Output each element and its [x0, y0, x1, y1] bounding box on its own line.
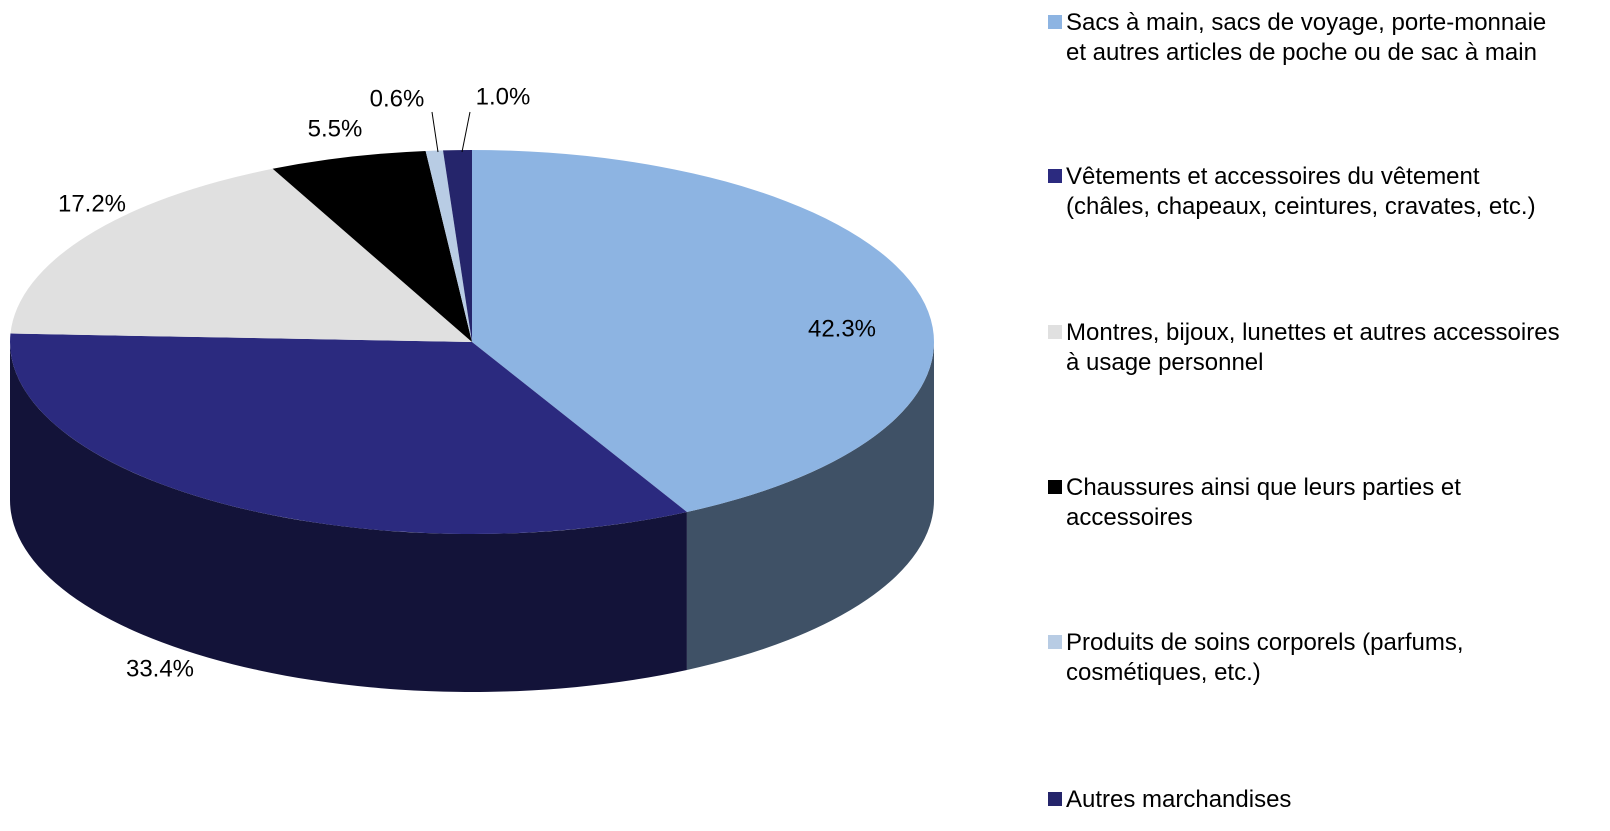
- legend-label: Autres marchandises: [1066, 786, 1292, 813]
- pie-slice-side: [686, 342, 934, 670]
- legend-label: Chaussures ainsi que leurs parties et ac…: [1066, 474, 1461, 531]
- pie-slice-side: [10, 342, 687, 692]
- legend-item: Sacs à main, sacs de voyage, porte-monna…: [1048, 8, 1568, 68]
- leader-line: [431, 111, 439, 153]
- data-label: 0.6%: [370, 85, 425, 112]
- legend-label: Produits de soins corporels (parfums, co…: [1066, 629, 1464, 686]
- data-label: 42.3%: [808, 315, 876, 342]
- legend-swatch: [1048, 635, 1062, 649]
- data-label: 33.4%: [126, 655, 194, 682]
- leader-line: [461, 111, 471, 153]
- legend-item: Vêtements et accessoires du vêtement (ch…: [1048, 162, 1568, 222]
- chart: 42.3% 33.4% 17.2% 5.5% 0.6% 1.0%: [9, 83, 935, 692]
- legend-item: Produits de soins corporels (parfums, co…: [1048, 628, 1568, 688]
- data-label: 17.2%: [58, 190, 126, 217]
- legend-label: Vêtements et accessoires du vêtement (ch…: [1066, 163, 1536, 220]
- data-label: 1.0%: [476, 83, 531, 110]
- pie-slice: [472, 150, 935, 512]
- legend-swatch: [1048, 15, 1062, 29]
- legend-item: Autres marchandises: [1048, 785, 1568, 815]
- legend-swatch: [1048, 480, 1062, 494]
- legend-swatch: [1048, 169, 1062, 183]
- legend-item: Chaussures ainsi que leurs parties et ac…: [1048, 473, 1568, 533]
- legend-swatch: [1048, 325, 1062, 339]
- legend-swatch: [1048, 792, 1062, 806]
- pie-slice: [9, 333, 687, 535]
- legend-label: Montres, bijoux, lunettes et autres acce…: [1066, 319, 1560, 376]
- legend-label: Sacs à main, sacs de voyage, porte-monna…: [1066, 9, 1547, 66]
- data-label: 5.5%: [308, 115, 363, 142]
- pie-slice: [10, 168, 473, 342]
- pie-slice: [442, 150, 472, 342]
- pie-slice: [272, 150, 472, 342]
- pie-slice: [425, 150, 472, 342]
- legend-item: Montres, bijoux, lunettes et autres acce…: [1048, 318, 1568, 378]
